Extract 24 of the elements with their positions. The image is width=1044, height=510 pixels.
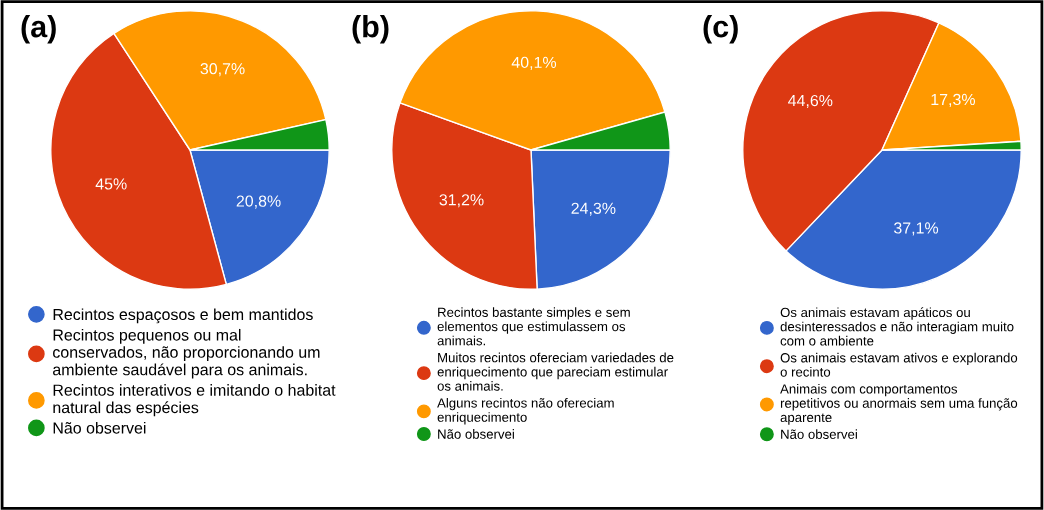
data-label: 31,2%	[439, 194, 484, 208]
legend-label: Não observei	[781, 429, 857, 439]
data-label: 30,7%	[200, 63, 245, 77]
legend-label: Os animais estavam ativos e explorando o recinto	[780, 352, 1018, 377]
legend-label: Recintos pequenos ou mal conservados, não proporcionando um ambiente saudável para os animais.	[53, 328, 320, 379]
legend-label: Muitos recintos ofereciam variedades de enriquecimento que pareciam estimular os animais.	[437, 352, 674, 391]
chart-title: (b)	[352, 15, 389, 44]
legend-label: Alguns recintos não ofereciam enriquecimento	[437, 397, 614, 425]
legend-label: Os animais estavam apáticos ou desinteressados e não interagiam muito com o ambiente	[780, 307, 1014, 346]
data-label: 40,1%	[511, 56, 557, 70]
data-label: 24,3%	[571, 202, 616, 216]
legend-label: Recintos bastante simples e sem elementos que estimulassem os animais.	[437, 307, 630, 346]
chart-title: (c)	[703, 15, 738, 44]
legend-label: Não observei	[53, 421, 146, 434]
data-label: 20,8%	[236, 195, 281, 209]
data-label: 44,6%	[788, 94, 833, 109]
data-label: 17,3%	[931, 93, 976, 107]
legend-label: Recintos espaçosos e bem mantidos	[53, 308, 313, 324]
legend-label: Recintos interativos e imitando o habitat natural das espécies	[53, 384, 336, 417]
chart-title: (a)	[21, 15, 56, 44]
data-label: 45%	[95, 178, 127, 190]
data-label: 37,1%	[894, 222, 939, 236]
legend-label: Não observei	[438, 429, 514, 439]
legend-label: Animais com comportamentos repetitivos ou anormais sem uma função aparente	[780, 383, 1018, 425]
